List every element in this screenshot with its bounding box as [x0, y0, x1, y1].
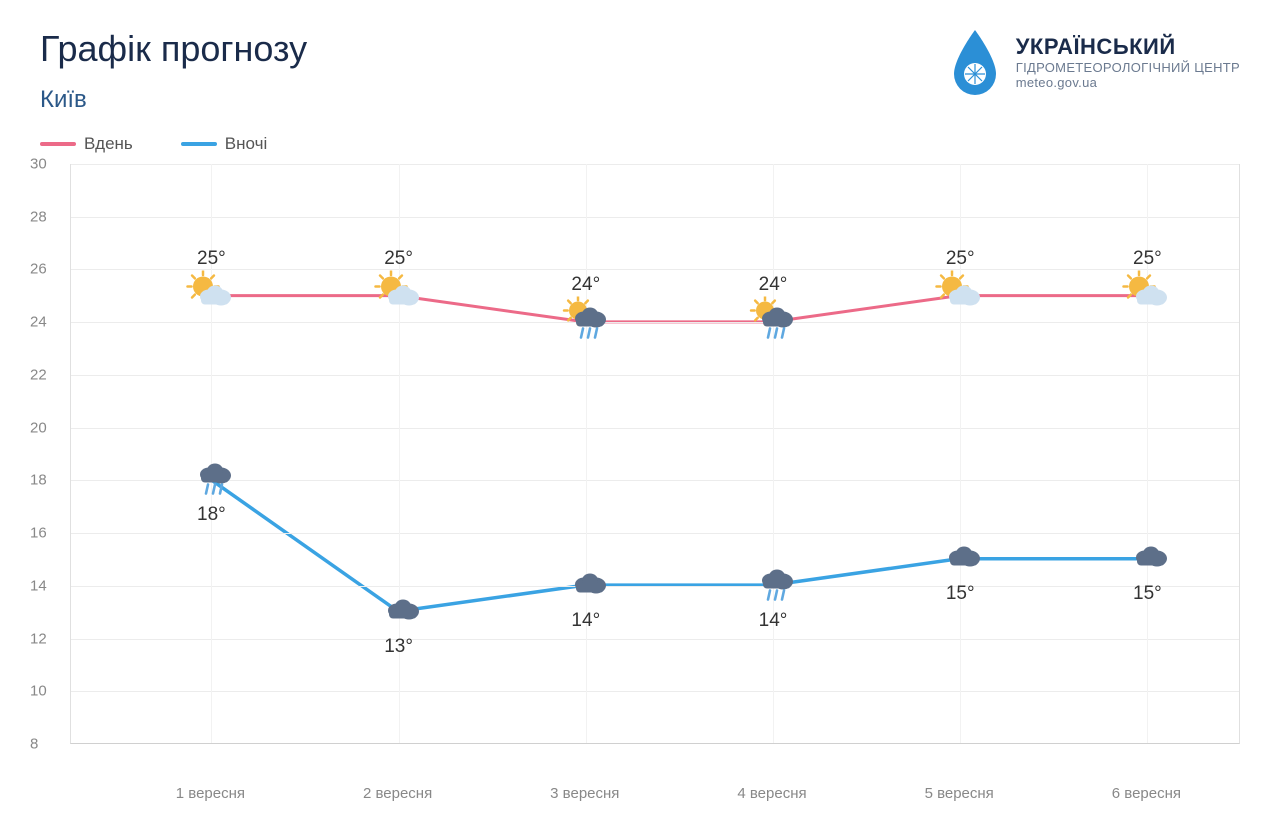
y-gridline — [71, 164, 1239, 165]
y-tick-label: 16 — [30, 525, 47, 542]
header-row: Графік прогнозу Київ УКРАЇНСЬКИЙ ГІДРОМЕ… — [0, 0, 1280, 114]
y-gridline — [71, 322, 1239, 323]
y-gridline — [71, 269, 1239, 270]
temperature-label: 13° — [384, 636, 413, 658]
temperature-label: 25° — [1133, 248, 1162, 270]
legend-night-label: Вночі — [225, 134, 267, 154]
x-tick-label: 1 вересня — [176, 785, 245, 802]
temperature-label: 15° — [1133, 583, 1162, 605]
y-tick-label: 14 — [30, 577, 47, 594]
x-tick-label: 5 вересня — [925, 785, 994, 802]
y-tick-label: 22 — [30, 366, 47, 383]
x-gridline — [773, 164, 774, 743]
legend-day-label: Вдень — [84, 134, 133, 154]
y-tick-label: 8 — [30, 736, 38, 753]
legend-night-swatch — [181, 142, 217, 146]
x-tick-label: 3 вересня — [550, 785, 619, 802]
line-series-svg — [71, 164, 1239, 743]
title-block: Графік прогнозу Київ — [40, 28, 307, 114]
temperature-label: 24° — [571, 274, 600, 296]
chart-area: 25° 25° 24° 24° 25° 25° — [60, 164, 1240, 774]
temperature-label: 24° — [759, 274, 788, 296]
y-gridline — [71, 586, 1239, 587]
legend-day: Вдень — [40, 134, 133, 154]
plot-region: 25° 25° 24° 24° 25° 25° — [70, 164, 1240, 744]
org-url: meteo.gov.ua — [1016, 75, 1240, 90]
y-gridline — [71, 639, 1239, 640]
x-tick-label: 6 вересня — [1112, 785, 1181, 802]
logo-block: УКРАЇНСЬКИЙ ГІДРОМЕТЕОРОЛОГІЧНИЙ ЦЕНТР m… — [948, 28, 1240, 100]
org-subname: ГІДРОМЕТЕОРОЛОГІЧНИЙ ЦЕНТР — [1016, 60, 1240, 75]
y-tick-label: 20 — [30, 419, 47, 436]
y-gridline — [71, 480, 1239, 481]
chart-title: Графік прогнозу — [40, 28, 307, 70]
y-tick-label: 12 — [30, 630, 47, 647]
y-tick-label: 28 — [30, 208, 47, 225]
y-tick-label: 18 — [30, 472, 47, 489]
legend: Вдень Вночі — [0, 114, 1280, 164]
y-tick-label: 30 — [30, 156, 47, 173]
y-gridline — [71, 217, 1239, 218]
x-gridline — [586, 164, 587, 743]
y-gridline — [71, 375, 1239, 376]
temperature-label: 25° — [197, 248, 226, 270]
city-subtitle: Київ — [40, 86, 307, 114]
y-gridline — [71, 428, 1239, 429]
temperature-label: 25° — [384, 248, 413, 270]
temperature-label: 18° — [197, 504, 226, 526]
temperature-label: 14° — [759, 610, 788, 632]
org-name: УКРАЇНСЬКИЙ — [1016, 34, 1240, 60]
logo-text: УКРАЇНСЬКИЙ ГІДРОМЕТЕОРОЛОГІЧНИЙ ЦЕНТР m… — [1016, 28, 1240, 90]
temperature-label: 14° — [571, 610, 600, 632]
water-drop-icon — [948, 28, 1002, 100]
y-gridline — [71, 533, 1239, 534]
temperature-label: 25° — [946, 248, 975, 270]
y-gridline — [71, 691, 1239, 692]
legend-day-swatch — [40, 142, 76, 146]
x-tick-label: 2 вересня — [363, 785, 432, 802]
y-tick-label: 24 — [30, 314, 47, 331]
temperature-label: 15° — [946, 583, 975, 605]
legend-night: Вночі — [181, 134, 267, 154]
y-tick-label: 26 — [30, 261, 47, 278]
x-tick-label: 4 вересня — [737, 785, 806, 802]
y-tick-label: 10 — [30, 683, 47, 700]
